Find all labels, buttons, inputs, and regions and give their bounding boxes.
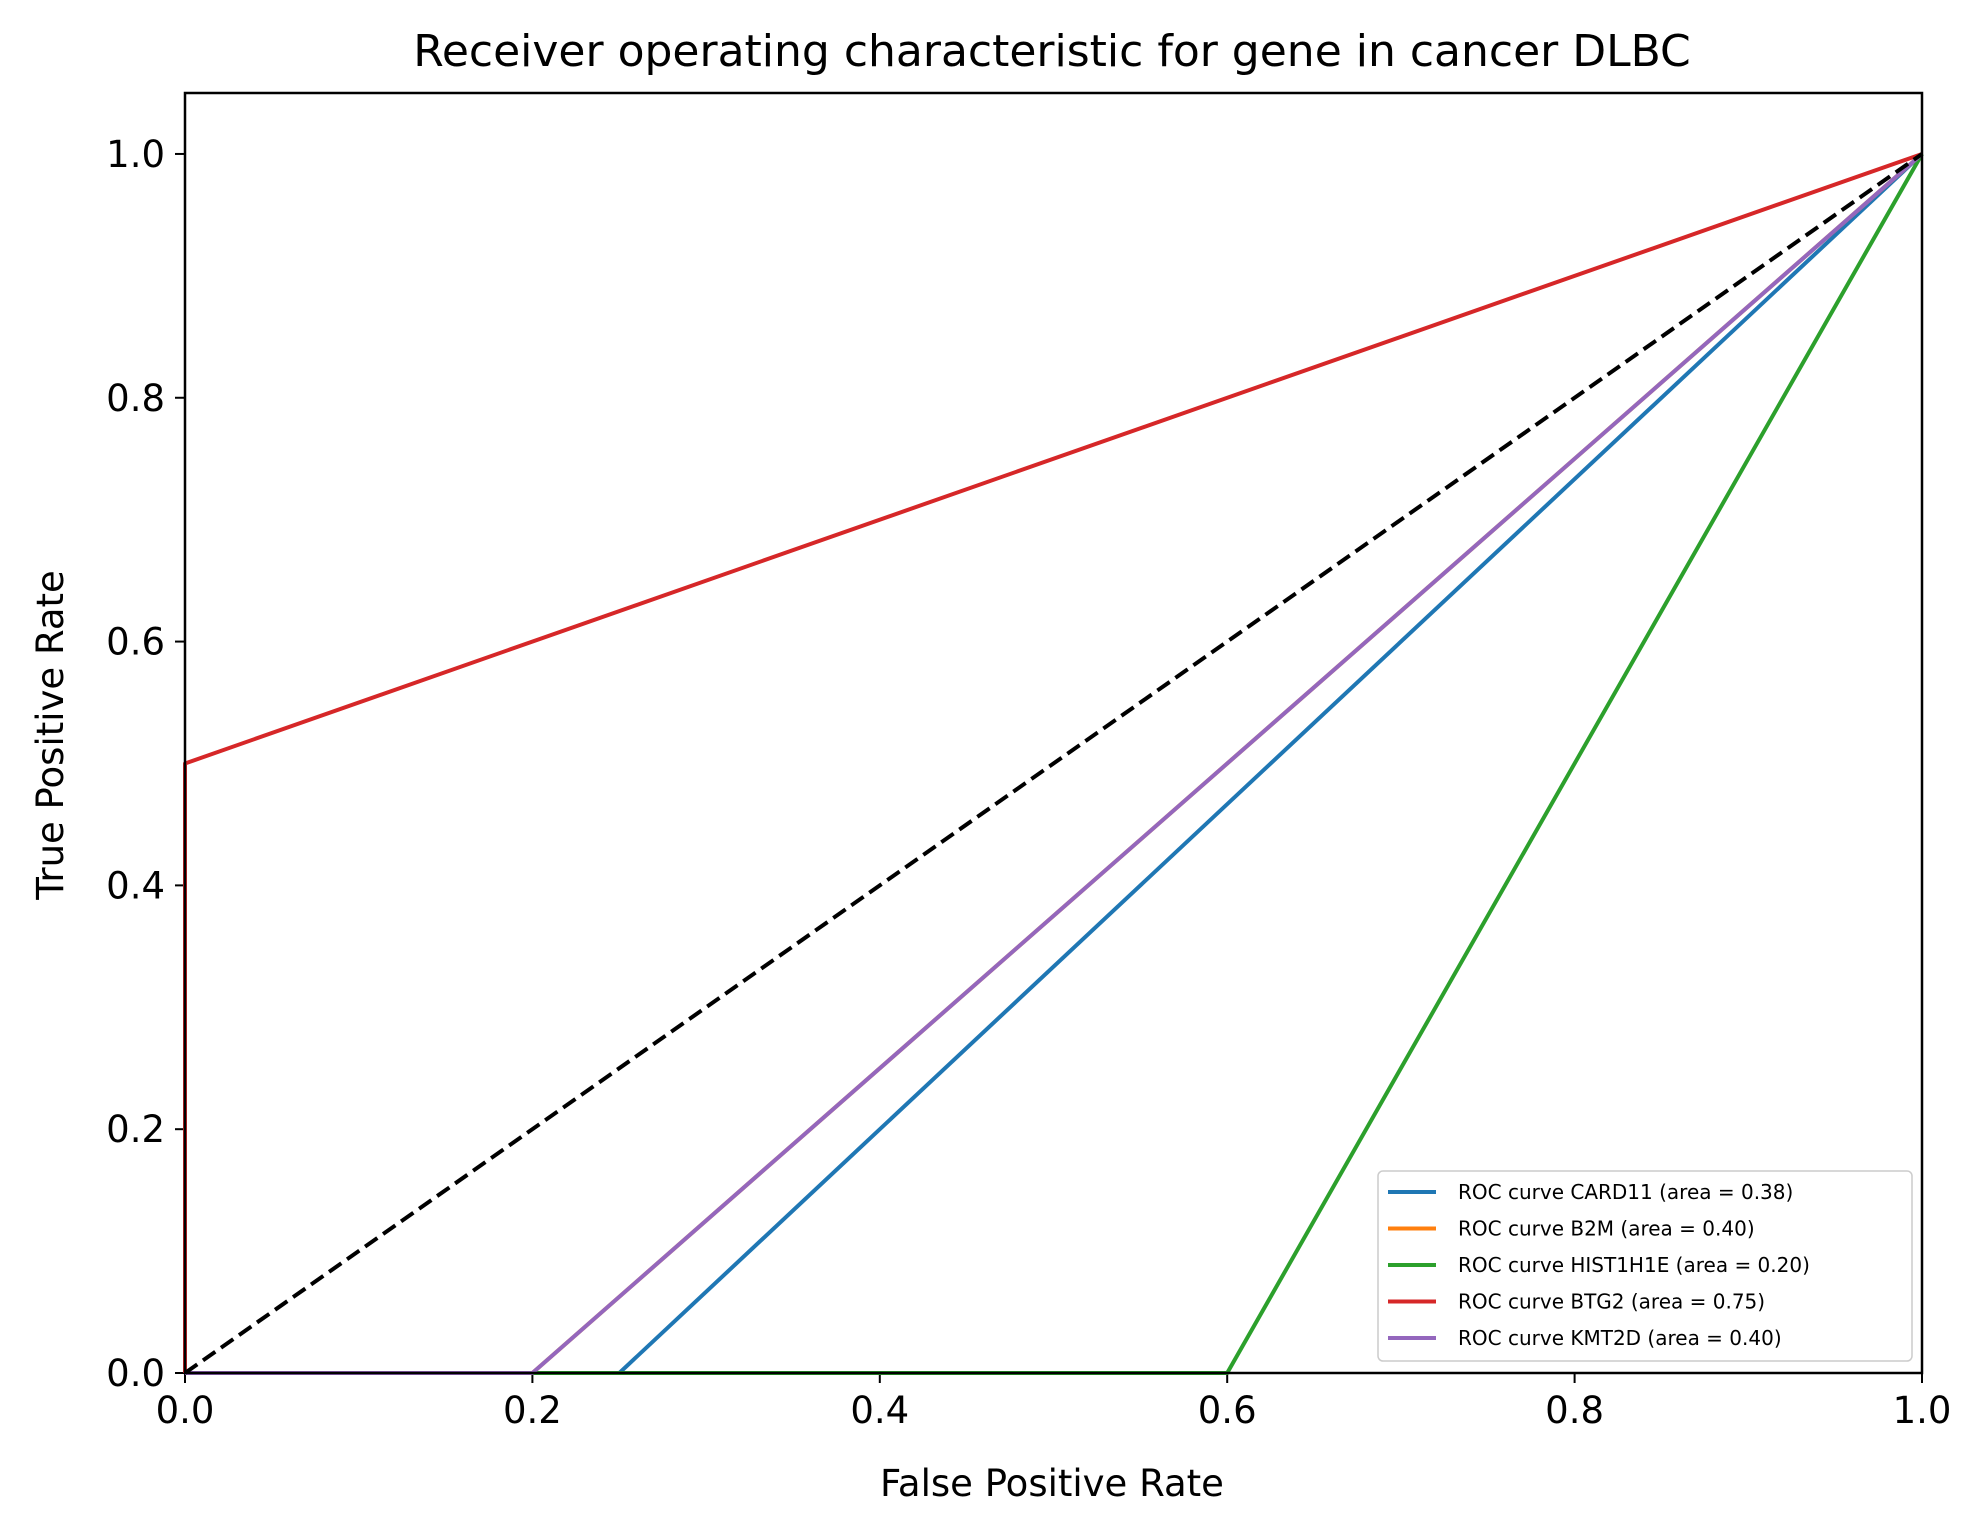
x-tick-label: 0.0 xyxy=(156,1389,215,1432)
x-tick-label: 0.4 xyxy=(850,1389,909,1432)
legend-label: ROC curve BTG2 (area = 0.75) xyxy=(1458,1290,1765,1314)
legend-label: ROC curve B2M (area = 0.40) xyxy=(1458,1217,1755,1241)
legend-label: ROC curve CARD11 (area = 0.38) xyxy=(1458,1180,1793,1204)
x-tick-label: 0.8 xyxy=(1545,1389,1604,1432)
y-axis-label: True Positive Rate xyxy=(29,570,72,901)
x-tick-label: 0.2 xyxy=(503,1389,562,1432)
legend-box xyxy=(1377,1170,1913,1362)
x-axis-label: False Positive Rate xyxy=(880,1462,1224,1505)
x-tick-label: 0.6 xyxy=(1198,1389,1257,1432)
legend-label: ROC curve HIST1H1E (area = 0.20) xyxy=(1458,1253,1810,1277)
y-tick-label: 0.8 xyxy=(106,377,165,420)
chart-title: Receiver operating characteristic for ge… xyxy=(413,26,1691,77)
legend: ROC curve CARD11 (area = 0.38) ROC curve … xyxy=(1377,1170,1913,1362)
reference-diagonal-line xyxy=(183,152,1924,1375)
y-tick-label: 1.0 xyxy=(106,133,165,176)
y-tick-label: 0.0 xyxy=(106,1352,165,1395)
plot-frame xyxy=(183,91,1924,1375)
y-tick-label: 0.2 xyxy=(106,1108,165,1151)
legend-label: ROC curve KMT2D (area = 0.40) xyxy=(1458,1326,1782,1350)
axis-ticks: 0.0 0.2 0.4 0.6 0.8 1.0 0.0 0.2 0.4 0.6 0.8 1.0 xyxy=(106,133,1951,1432)
y-tick-label: 0.4 xyxy=(106,864,165,907)
x-tick-label: 1.0 xyxy=(1893,1389,1952,1432)
y-tick-label: 0.6 xyxy=(106,621,165,664)
